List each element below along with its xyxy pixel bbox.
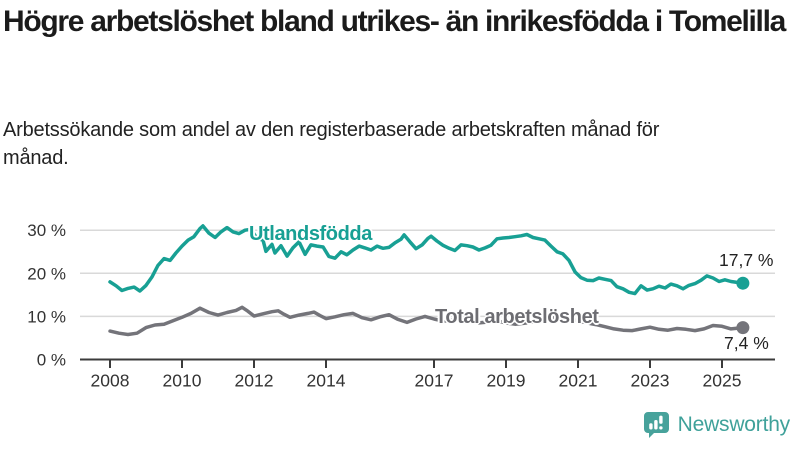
y-tick-label-30: 30 % — [27, 221, 66, 240]
series-line-utlandsfodda — [108, 224, 745, 296]
x-tick-label-2025: 2025 — [703, 371, 742, 391]
y-tick-label-10: 10 % — [27, 307, 66, 326]
end-value-utlandsfodda: 17,7 % — [719, 250, 774, 270]
newsworthy-wordmark: Newsworthy — [677, 412, 791, 436]
newsworthy-bubble-icon — [643, 412, 669, 438]
x-tick-label-2017: 2017 — [415, 371, 454, 391]
x-tick-label-2008: 2008 — [91, 371, 130, 391]
end-value-total: 7,4 % — [724, 333, 769, 353]
x-tick-label-2021: 2021 — [559, 371, 598, 391]
y-tick-label-20: 20 % — [27, 264, 66, 283]
x-tick-label-2023: 2023 — [631, 371, 670, 391]
page-title: Högre arbetslöshet bland utrikes- än inr… — [3, 5, 786, 38]
series-end-dot-total — [736, 321, 750, 335]
x-tick-label-2019: 2019 — [487, 371, 526, 391]
y-tick-label-0: 0 % — [37, 351, 66, 370]
x-tick-label-2014: 2014 — [307, 371, 346, 391]
x-tick-label-2010: 2010 — [163, 371, 202, 391]
series-label-utlandsfodda: Utlandsfödda — [249, 223, 372, 245]
page-subtitle: Arbetssökande som andel av den registerb… — [3, 119, 660, 169]
series-label-total-arbetsloshet: Total arbetslöshet — [435, 306, 599, 328]
series-line-total — [108, 305, 745, 337]
x-tick-label-2012: 2012 — [235, 371, 274, 391]
series-end-dot-utlandsfodda — [736, 276, 750, 290]
newsworthy-logo[interactable]: Newsworthy — [642, 410, 790, 439]
